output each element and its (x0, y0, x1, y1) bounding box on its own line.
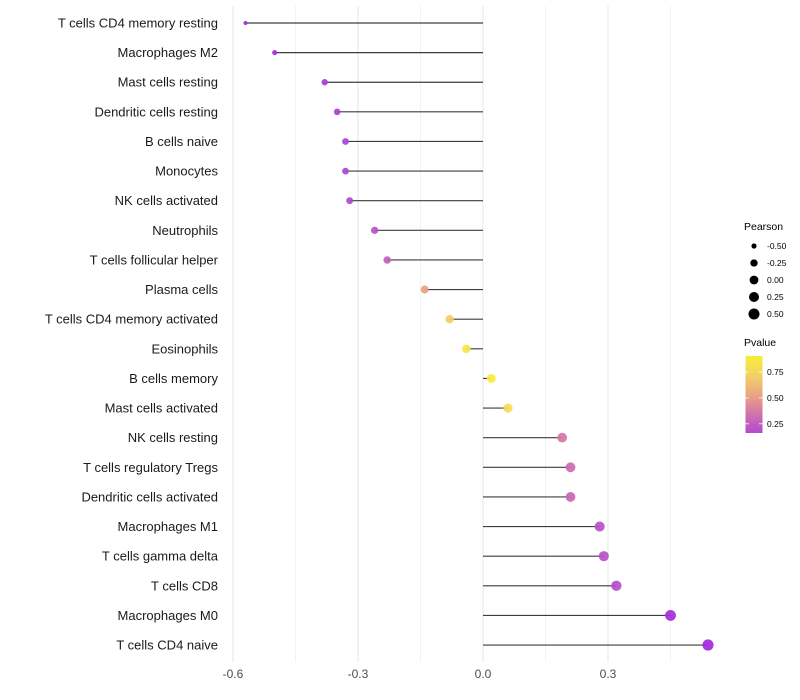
lollipop-dot (462, 344, 471, 354)
category-label: T cells follicular helper (90, 252, 219, 267)
category-label: NK cells resting (128, 430, 218, 445)
lollipop-dot (557, 432, 568, 443)
category-label: Monocytes (155, 164, 218, 179)
category-label: T cells gamma delta (102, 549, 219, 564)
pvalue-colorbar (745, 356, 763, 433)
category-label: Plasma cells (145, 282, 218, 297)
x-axis: -0.6 -0.3 0.0 0.3 (223, 667, 617, 681)
category-label: T cells CD8 (151, 578, 218, 593)
lollipop-dot (486, 373, 496, 383)
lollipop-dot (272, 50, 278, 56)
x-tick-label: 0.0 (475, 667, 492, 681)
legend-size-label: 0.50 (767, 309, 784, 319)
legend-color-label: 0.75 (767, 367, 784, 377)
lollipop-dot (565, 492, 576, 502)
legend-size-dot (750, 259, 758, 267)
lollipop-dot (665, 609, 676, 621)
lollipop-dot (333, 108, 341, 116)
lollipop-dot (321, 79, 328, 86)
legend-size-label: 0.00 (767, 275, 784, 285)
lollipop-dot (346, 197, 354, 205)
lollipop-dot (342, 167, 349, 175)
legend-size-dot (751, 243, 757, 249)
lollipop-dot (420, 285, 429, 294)
lollipop-dot (383, 256, 391, 264)
legend-pvalue-title: Pvalue (744, 337, 776, 349)
lollipop-dot (445, 315, 454, 324)
legend-size-label: -0.25 (767, 258, 787, 268)
lollipop-dots (243, 21, 714, 651)
category-label: Macrophages M1 (118, 519, 218, 534)
legend-size-dot (749, 292, 759, 302)
category-label: Dendritic cells resting (94, 104, 218, 119)
lollipop-dot (702, 639, 714, 651)
category-label: B cells memory (129, 371, 218, 386)
legend-pearson-items: -0.50 -0.25 0.00 0.25 0.50 (748, 241, 787, 320)
legend-color-label: 0.25 (767, 419, 784, 429)
lollipop-dot (611, 580, 622, 591)
legend-size-label: 0.25 (767, 292, 784, 302)
legend: Pearson -0.50 -0.25 0.00 0.25 0.50 Pvalue 0.… (744, 221, 787, 433)
legend-size-label: -0.50 (767, 241, 787, 251)
category-label: T cells CD4 memory resting (58, 16, 218, 31)
category-label: T cells regulatory Tregs (83, 460, 218, 475)
legend-pvalue-items: 0.75 0.50 0.25 (745, 367, 784, 429)
category-axis: T cells CD4 memory resting Macrophages M2… (45, 16, 219, 653)
category-label: Macrophages M2 (118, 45, 218, 60)
category-label: T cells CD4 memory activated (45, 312, 218, 327)
lollipop-dot (594, 521, 605, 532)
x-tick-label: -0.3 (348, 667, 369, 681)
category-label: Eosinophils (152, 341, 219, 356)
legend-color-label: 0.50 (767, 393, 784, 403)
x-tick-label: -0.6 (223, 667, 244, 681)
category-label: Neutrophils (152, 223, 218, 238)
lollipop-dot (565, 462, 576, 473)
category-label: NK cells activated (115, 193, 218, 208)
lollipop-dot (342, 138, 349, 145)
category-label: Macrophages M0 (118, 608, 218, 623)
lollipop-dot (503, 403, 513, 413)
lollipop-stems (245, 22, 709, 646)
category-label: Dendritic cells activated (81, 489, 218, 504)
lollipop-dot (371, 226, 379, 234)
x-tick-label: 0.3 (600, 667, 617, 681)
category-label: T cells CD4 naive (116, 638, 218, 653)
lollipop-dot (598, 551, 609, 562)
legend-size-dot (749, 275, 759, 285)
lollipop-dot (243, 21, 248, 25)
legend-size-dot (748, 308, 760, 320)
category-label: Mast cells resting (118, 75, 218, 90)
category-label: Mast cells activated (105, 401, 218, 416)
category-label: B cells naive (145, 134, 218, 149)
legend-pearson-title: Pearson (744, 221, 783, 233)
gridlines (232, 6, 672, 662)
